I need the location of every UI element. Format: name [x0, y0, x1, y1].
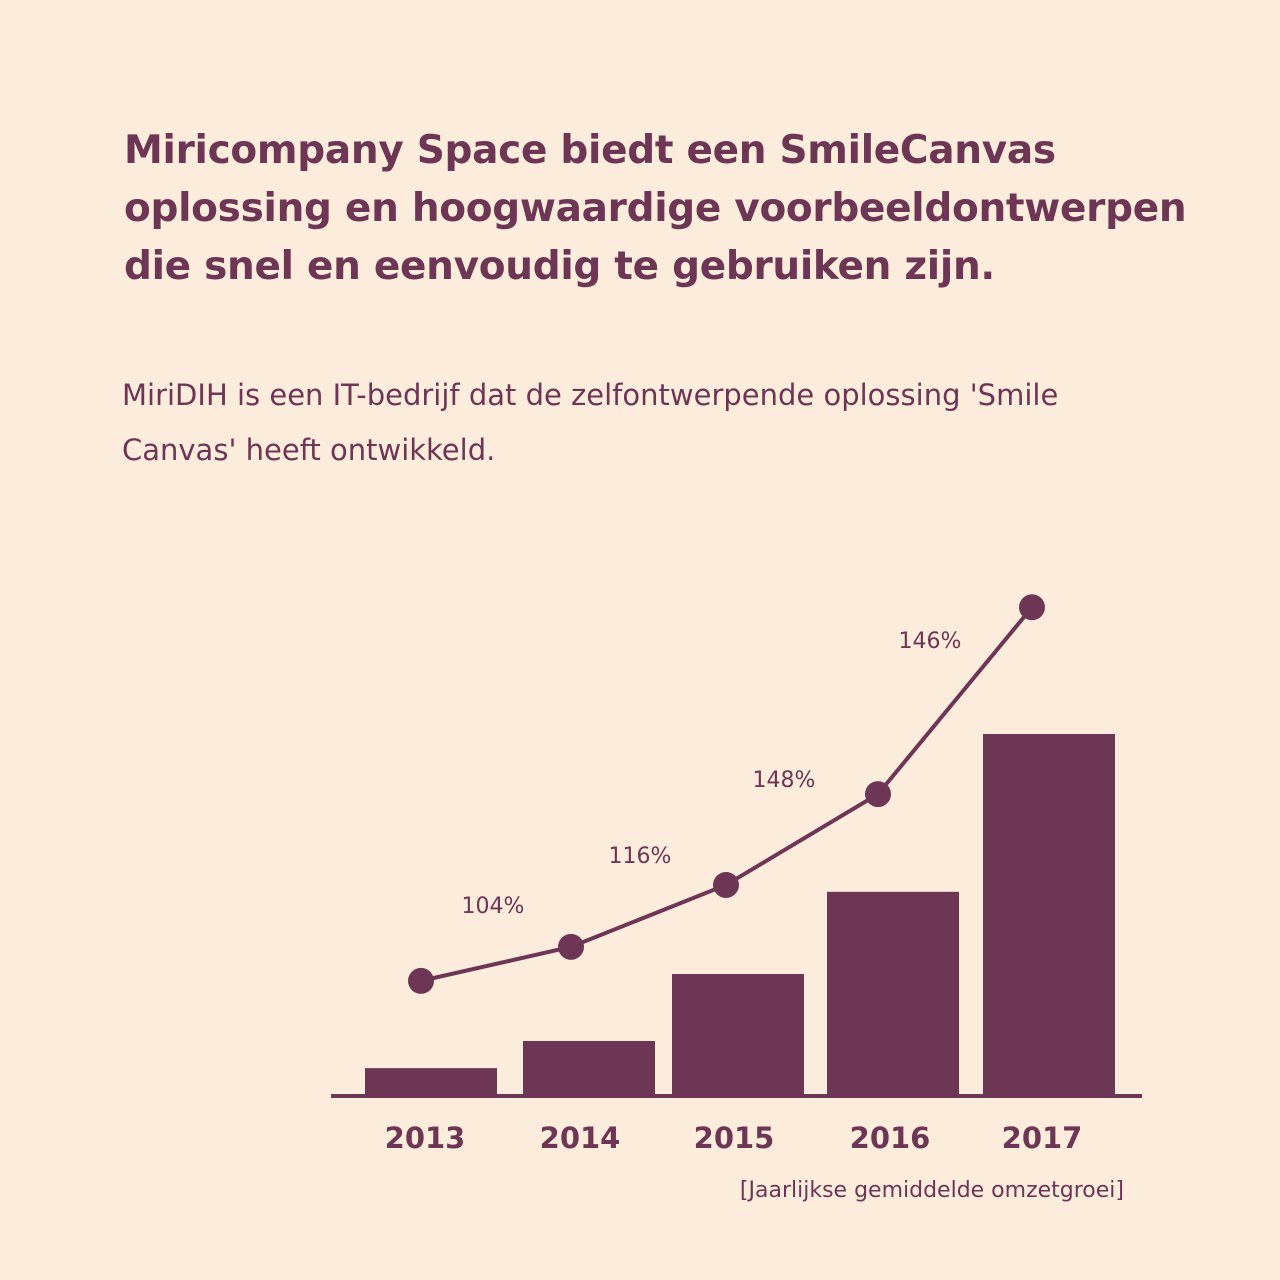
line-point-2014: [558, 933, 584, 960]
year-label: 2013: [385, 1121, 466, 1155]
year-label: 2017: [1002, 1121, 1083, 1155]
bar-2016: [827, 891, 959, 1096]
bar-2014: [523, 1040, 655, 1096]
bar-2015: [672, 974, 804, 1096]
line-point-2013: [408, 967, 434, 994]
growth-label: 148%: [753, 768, 816, 793]
growth-label: 116%: [609, 844, 672, 869]
line-point-2017: [1019, 594, 1045, 621]
year-label: 2015: [694, 1121, 775, 1155]
growth-label: 104%: [462, 894, 525, 919]
bar-2017: [983, 734, 1115, 1096]
bar-2013: [365, 1068, 497, 1096]
year-label: 2016: [850, 1121, 931, 1155]
page-title: Miricompany Space biedt een SmileCanvas …: [124, 128, 1187, 289]
line-point-2016: [865, 781, 891, 808]
subtitle: MiriDIH is een IT-bedrijf dat de zelfont…: [122, 378, 1059, 467]
chart-caption: [Jaarlijkse gemiddelde omzetgroei]: [740, 1178, 1124, 1203]
year-label: 2014: [540, 1121, 621, 1155]
growth-label: 146%: [899, 629, 962, 654]
line-point-2015: [713, 871, 739, 898]
